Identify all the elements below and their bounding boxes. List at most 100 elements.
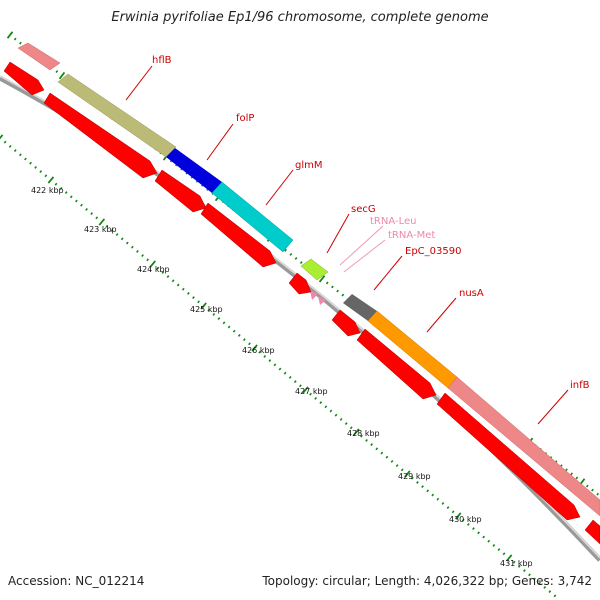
inner-ruler-tick [181,287,185,291]
inner-ruler-tick [3,140,7,144]
inner-ruler-tick [263,354,267,358]
inner-ruler-tick [298,384,302,388]
label-EpC_03590: EpC_03590 [405,246,461,257]
inner-ruler-tick [237,333,241,337]
cds-arrow-7 [356,328,437,400]
cds-arrow-2 [43,92,158,179]
folP-block [57,73,177,158]
inner-ruler-tick [502,552,506,556]
inner-ruler-tick [85,207,88,211]
cds-arrow-5 [288,272,312,295]
trna-leaders [339,225,386,273]
inner-ruler-tick [431,493,435,497]
inner-ruler-tick [8,144,12,148]
kbp-label-425: 425 kbp [190,305,223,314]
inner-ruler-tick [416,480,419,484]
inner-ruler-tick [232,329,236,333]
inner-ruler-tick [314,396,318,400]
inner-ruler-tick [186,291,190,295]
outer-ruler-tick [299,261,303,264]
inner-ruler-tick [171,279,175,283]
outer-ruler-tick [325,281,329,285]
inner-ruler-tick [273,363,277,367]
inner-ruler-tick [110,228,114,232]
inner-ruler-tick [309,392,312,396]
label-folP: folP [236,113,254,124]
inner-ruler-tick [64,191,68,195]
inner-ruler-tick [451,510,455,514]
inner-ruler-tick [54,182,58,186]
inner-ruler-tick [329,409,333,413]
inner-ruler-tick [146,258,150,262]
cds-arrow-9 [584,519,600,545]
inner-ruler-tick [258,350,262,354]
label-infB: infB [570,380,590,391]
inner-ruler-tick [0,134,4,140]
secG-block [300,258,329,281]
inner-ruler-tick [517,564,521,568]
kbp-label-428: 428 kbp [347,429,380,438]
inner-ruler-tick [365,438,368,442]
inner-ruler-tick [13,149,17,153]
label-tRNA-Met: tRNA-Met [388,230,435,241]
outer-ruler-tick [58,71,66,80]
inner-ruler-tick [212,312,216,316]
nusA-leader [426,297,457,333]
outer-ruler-tick [318,275,326,283]
inner-ruler-tick [482,535,486,539]
tRNA-Met-leader [343,239,386,273]
inner-ruler-tick [400,468,404,472]
outer-ruler-tick [591,488,594,492]
glmM-cyan-block [211,181,294,253]
inner-ruler-tick [426,489,430,493]
inner-ruler-tick [74,199,78,203]
label-nusA: nusA [459,288,484,299]
inner-ruler-tick [242,338,246,342]
inner-ruler-tick [441,501,445,505]
hflB-block [17,42,61,71]
inner-ruler-tick [227,325,231,329]
inner-ruler-tick [360,434,363,438]
inner-ruler-tick [125,241,129,245]
kbp-label-430: 430 kbp [449,515,482,524]
inner-ruler-tick [477,531,480,535]
kbp-label-427: 427 kbp [295,387,328,396]
inner-ruler-tick [197,300,200,304]
outer-ruler-tick [575,476,579,480]
inner-ruler-tick [385,455,389,459]
outer-ruler-tick [336,289,340,293]
inner-ruler-tick [156,266,160,270]
inner-ruler-tick [533,577,536,581]
outer-ruler-tick [585,484,589,488]
inner-ruler-tick [302,386,309,394]
inner-ruler-tick [497,548,501,552]
EpC_03590-leader [373,255,403,291]
tRNA-Met-arrow [318,296,326,305]
label-leaders [125,65,569,425]
inner-ruler-tick [410,476,414,480]
inner-ruler-tick [136,249,139,253]
inner-ruler-tick [34,165,38,169]
inner-ruler-tick [80,203,83,207]
inner-ruler-tick [334,413,338,417]
inner-ruler-tick [421,485,424,489]
outer-ruler-tick [341,293,345,297]
glmM-leader [265,169,294,206]
kbp-label-431: 431 kbp [500,559,533,568]
inner-ruler-tick [47,176,55,184]
kbp-label-422: 422 kbp [31,186,64,195]
tRNA-Leu-leader [339,225,384,266]
outer-ruler-tick [596,492,600,496]
inner-ruler-tick [207,308,211,312]
inner-ruler-tick [95,216,99,220]
inner-ruler-tick [105,224,109,228]
feature-blocks [17,42,600,517]
accession-text: Accession: NC_012214 [8,574,145,588]
inner-ruler-tick [161,270,165,274]
outer-ruler-tick [570,472,574,476]
cds-arrow-6 [331,309,361,337]
inner-ruler-tick [166,275,170,279]
inner-ruler-tick [395,464,399,468]
inner-ruler-tick [487,539,491,543]
